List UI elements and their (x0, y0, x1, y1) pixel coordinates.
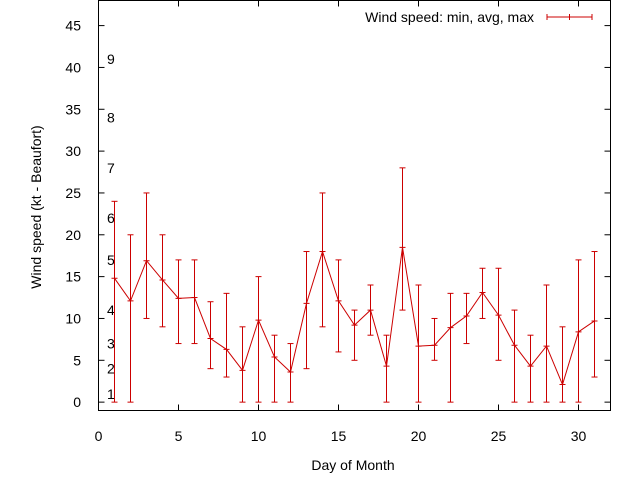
x-tick-label: 20 (411, 428, 427, 444)
error-bar (271, 334, 278, 403)
series-layer (111, 167, 598, 403)
average-point (351, 322, 358, 329)
average-point (495, 312, 502, 319)
y-tick-label: 30 (65, 143, 81, 159)
beaufort-label: 6 (107, 210, 115, 226)
average-point (415, 343, 422, 350)
beaufort-label: 2 (107, 361, 115, 377)
x-tick-label: 30 (571, 428, 587, 444)
legend: Wind speed: min, avg, max (365, 9, 593, 25)
average-point (463, 312, 470, 319)
error-bar (303, 251, 310, 370)
average-point (159, 276, 166, 283)
average-point (479, 289, 486, 296)
y-tick-label: 40 (65, 59, 81, 75)
error-bar (127, 234, 134, 403)
average-point (511, 342, 518, 349)
beaufort-label: 1 (107, 386, 115, 402)
beaufort-label: 7 (107, 160, 115, 176)
average-point (175, 295, 182, 302)
y-axis-label: Wind speed (kt - Beaufort) (28, 125, 44, 288)
error-bar (175, 259, 182, 345)
average-point (271, 353, 278, 360)
beaufort-label: 3 (107, 336, 115, 352)
x-tick-label: 0 (95, 428, 103, 444)
average-point (399, 244, 406, 251)
average-point (143, 257, 150, 264)
average-point (431, 342, 438, 349)
legend-entry-label: Wind speed: min, avg, max (365, 9, 534, 25)
x-tick-label: 5 (175, 428, 183, 444)
average-point (111, 275, 118, 282)
error-bar (255, 276, 262, 403)
y-tick-label: 15 (65, 269, 81, 285)
average-point (367, 307, 374, 314)
x-tick-label: 10 (251, 428, 267, 444)
average-point (191, 294, 198, 301)
error-bar (399, 167, 406, 311)
beaufort-label: 9 (107, 51, 115, 67)
error-bar (351, 309, 358, 361)
x-tick-label: 15 (331, 428, 347, 444)
average-point (527, 363, 534, 370)
y-tick-label: 20 (65, 227, 81, 243)
beaufort-scale: 1 2 3 4 5 6 7 8 9 (107, 51, 115, 402)
error-bar (143, 192, 150, 319)
plot-frame (98, 0, 611, 411)
beaufort-label: 5 (107, 252, 115, 268)
average-point (127, 297, 134, 304)
error-bar (431, 317, 438, 361)
error-bar (111, 200, 118, 403)
legend-sample (546, 14, 593, 20)
average-point (335, 297, 342, 304)
average-point (239, 367, 246, 374)
average-point (223, 346, 230, 353)
error-bar (239, 326, 246, 403)
average-point (447, 324, 454, 331)
average-point (591, 317, 598, 324)
error-bar (559, 326, 566, 403)
average-point (575, 328, 582, 335)
y-tick-label: 10 (65, 310, 81, 326)
error-bar (319, 192, 326, 328)
beaufort-label: 8 (107, 110, 115, 126)
error-bar (191, 259, 198, 345)
average-point (543, 343, 550, 350)
average-point (255, 317, 262, 324)
error-bar (511, 309, 518, 403)
y-tick-label: 25 (65, 185, 81, 201)
average-point (207, 335, 214, 342)
error-bar (207, 301, 214, 370)
beaufort-label: 4 (107, 302, 115, 318)
y-tick-label: 35 (65, 101, 81, 117)
y-tick-label: 45 (65, 18, 81, 34)
error-bar (335, 259, 342, 353)
error-bar (591, 251, 598, 378)
error-bar (223, 292, 230, 378)
average-point (319, 248, 326, 255)
x-axis-label: Day of Month (311, 457, 394, 473)
x-tick-label: 25 (491, 428, 507, 444)
y-tick-label: 5 (73, 352, 81, 368)
average-point (559, 381, 566, 388)
average-point (287, 369, 294, 376)
error-bar (447, 292, 454, 403)
average-point (303, 300, 310, 307)
average-point (383, 363, 390, 370)
y-tick-label: 0 (73, 394, 81, 410)
